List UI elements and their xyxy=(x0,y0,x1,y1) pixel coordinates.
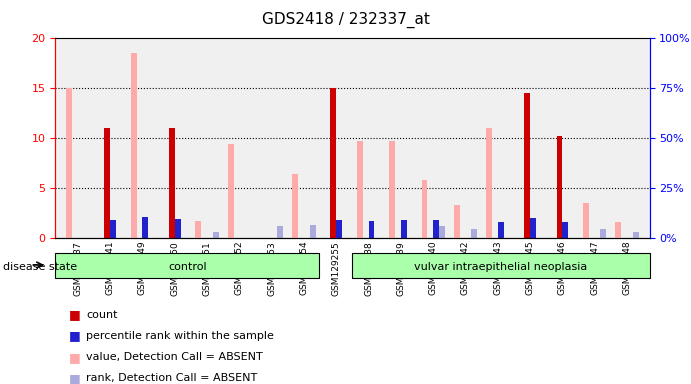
Bar xyxy=(556,136,562,238)
Bar xyxy=(486,128,492,238)
Text: rank, Detection Call = ABSENT: rank, Detection Call = ABSENT xyxy=(86,373,258,383)
Bar xyxy=(422,180,427,238)
Bar xyxy=(615,222,621,238)
Bar xyxy=(524,93,530,238)
Bar xyxy=(337,220,342,238)
Text: disease state: disease state xyxy=(3,262,77,272)
Bar xyxy=(278,225,283,238)
Bar xyxy=(142,217,149,238)
Text: ■: ■ xyxy=(69,308,81,321)
Bar xyxy=(110,220,116,238)
Text: value, Detection Call = ABSENT: value, Detection Call = ABSENT xyxy=(86,352,263,362)
Text: percentile rank within the sample: percentile rank within the sample xyxy=(86,331,274,341)
FancyBboxPatch shape xyxy=(352,253,650,278)
Bar xyxy=(389,141,395,238)
Bar xyxy=(131,53,137,238)
Bar xyxy=(562,222,568,238)
Text: ■: ■ xyxy=(69,351,81,364)
Bar xyxy=(368,221,375,238)
Text: count: count xyxy=(86,310,118,320)
FancyBboxPatch shape xyxy=(55,253,319,278)
Bar xyxy=(357,141,363,238)
Bar xyxy=(213,232,218,238)
Bar xyxy=(454,205,460,238)
Text: ■: ■ xyxy=(69,372,81,384)
Bar xyxy=(439,225,445,238)
Text: GDS2418 / 232337_at: GDS2418 / 232337_at xyxy=(262,12,429,28)
Bar xyxy=(330,88,337,238)
Bar xyxy=(471,230,477,238)
Bar xyxy=(175,219,180,238)
Bar xyxy=(583,203,589,238)
Bar xyxy=(633,232,638,238)
Bar xyxy=(401,220,407,238)
Bar xyxy=(600,229,606,238)
Bar xyxy=(196,221,201,238)
Bar xyxy=(292,174,298,238)
Bar xyxy=(498,222,504,238)
Bar xyxy=(66,88,72,238)
Text: control: control xyxy=(168,262,207,272)
Text: ■: ■ xyxy=(69,329,81,343)
Bar xyxy=(228,144,234,238)
Bar xyxy=(433,220,439,238)
Bar xyxy=(310,225,316,238)
Bar xyxy=(169,128,175,238)
Bar xyxy=(104,128,110,238)
Text: vulvar intraepithelial neoplasia: vulvar intraepithelial neoplasia xyxy=(415,262,587,272)
Bar xyxy=(530,218,536,238)
